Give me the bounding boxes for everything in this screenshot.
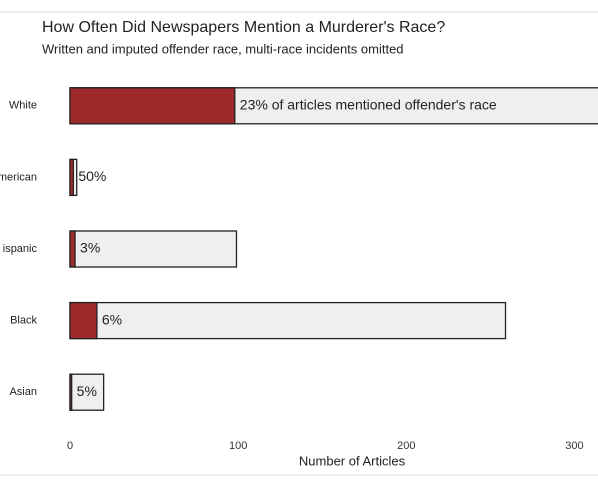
mentioned-bar <box>69 158 75 197</box>
category-label: Black <box>10 315 37 327</box>
x-tick-label: 100 <box>229 440 247 452</box>
bar-label: 23% of articles mentioned offender's rac… <box>240 97 497 113</box>
category-label: merican <box>0 171 37 183</box>
x-tick-label: 0 <box>67 440 73 452</box>
total-bar <box>69 230 238 268</box>
chart-title: How Often Did Newspapers Mention a Murde… <box>42 19 445 36</box>
mentioned-bar <box>69 230 76 268</box>
bar-label: 5% <box>77 383 97 399</box>
category-label: Asian <box>9 386 37 398</box>
total-bar <box>69 373 105 411</box>
bar-label: 3% <box>80 240 100 256</box>
x-axis-title: Number of Articles <box>299 453 406 468</box>
category-label: ispanic <box>3 243 38 255</box>
x-tick-label: 300 <box>565 440 583 452</box>
chart-subtitle: Written and imputed offender race, multi… <box>42 41 404 56</box>
x-tick-label: 200 <box>397 440 415 452</box>
mentioned-bar <box>69 373 73 411</box>
mentioned-bar <box>69 87 236 125</box>
bar-label: 6% <box>102 311 122 327</box>
mentioned-bar <box>69 301 98 340</box>
bar-label: 50% <box>78 168 106 184</box>
category-label: White <box>9 100 37 112</box>
total-bar <box>69 301 507 340</box>
